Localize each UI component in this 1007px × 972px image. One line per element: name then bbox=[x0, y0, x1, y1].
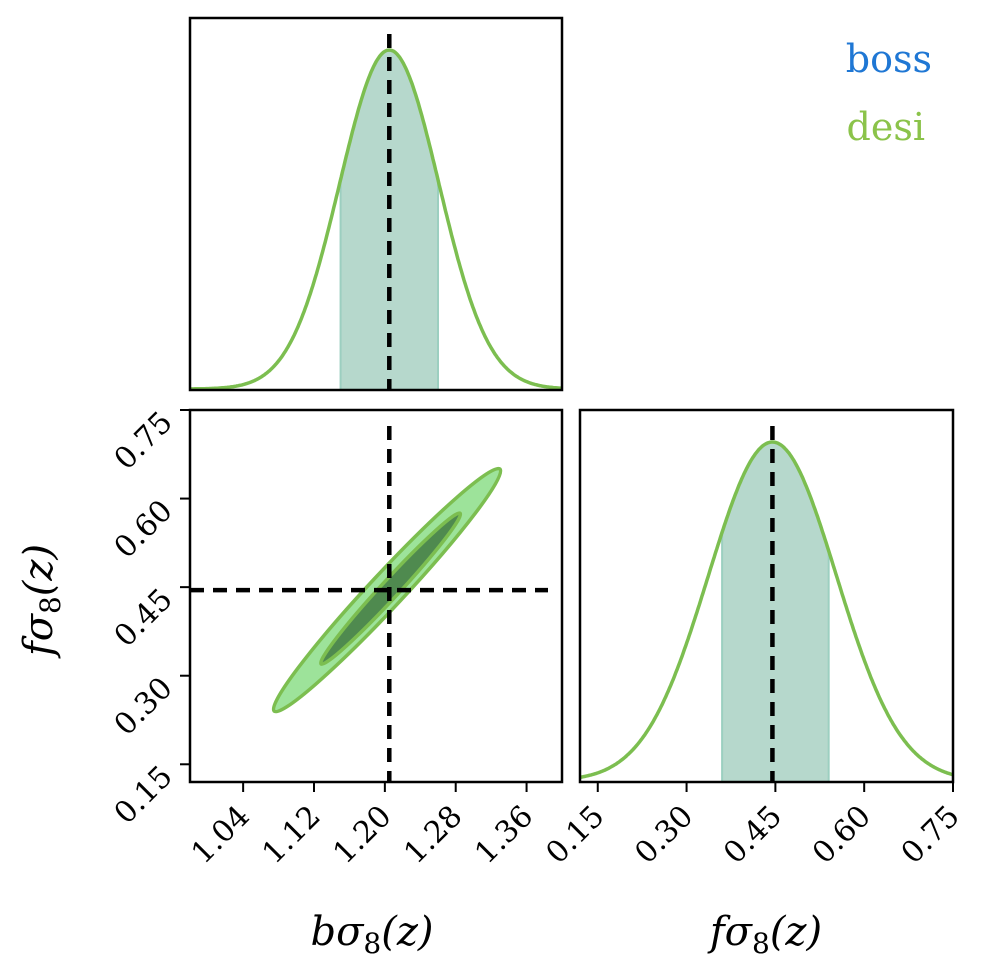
y-tick-label: 0.30 bbox=[108, 671, 180, 743]
x-tick-label: 0.30 bbox=[628, 799, 700, 871]
panel-frame bbox=[188, 408, 564, 784]
x-tick-label: 1.12 bbox=[256, 799, 328, 871]
x-ticks-right: 0.15 0.30 0.45 0.60 0.75 bbox=[539, 782, 967, 871]
legend: boss desi bbox=[846, 37, 932, 149]
x-tick-label: 1.20 bbox=[327, 799, 399, 871]
legend-entry-boss: boss bbox=[846, 37, 932, 81]
panel-b-marginal bbox=[188, 16, 564, 392]
panel-f-marginal bbox=[578, 408, 955, 784]
y-tick-label: 0.75 bbox=[108, 405, 180, 477]
y-axis-label-f: fσ8(z) bbox=[16, 544, 67, 659]
legend-entry-desi: desi bbox=[847, 105, 925, 149]
x-tick-label: 0.60 bbox=[806, 799, 878, 871]
x-axis-label-b: bσ8(z) bbox=[310, 909, 433, 960]
credible-band bbox=[722, 442, 829, 781]
y-tick-label: 0.45 bbox=[108, 582, 180, 654]
x-ticks-joint: 1.041.121.201.281.36 bbox=[185, 782, 540, 871]
posterior-curve bbox=[190, 48, 563, 391]
x-tick-label: 1.28 bbox=[397, 799, 469, 871]
x-tick-label: 1.36 bbox=[468, 799, 540, 871]
panel-frame bbox=[188, 16, 564, 392]
x-tick-label: 0.15 bbox=[539, 799, 611, 871]
panel-frame bbox=[578, 408, 955, 784]
x-tick-label: 1.04 bbox=[185, 799, 257, 871]
y-ticks-joint: 0.15 0.30 0.45 0.60 0.75 bbox=[108, 405, 190, 831]
y-tick-label: 0.15 bbox=[108, 759, 180, 831]
panel-joint bbox=[188, 408, 564, 784]
y-tick-label: 0.60 bbox=[108, 493, 180, 565]
x-tick-label: 0.75 bbox=[895, 799, 967, 871]
x-axis-label-f: fσ8(z) bbox=[707, 909, 822, 960]
posterior-curve bbox=[579, 440, 954, 780]
x-tick-label: 0.45 bbox=[717, 799, 789, 871]
